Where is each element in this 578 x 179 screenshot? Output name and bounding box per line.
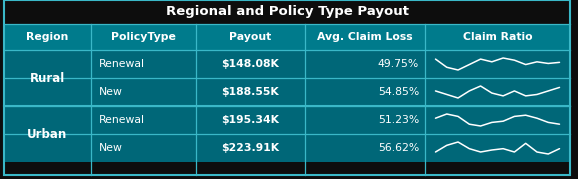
Text: $223.91K: $223.91K	[221, 143, 280, 153]
Text: New: New	[99, 87, 123, 97]
Text: 56.62%: 56.62%	[378, 143, 419, 153]
Text: 51.23%: 51.23%	[378, 115, 419, 125]
Text: PolicyType: PolicyType	[111, 32, 176, 42]
Text: Avg. Claim Loss: Avg. Claim Loss	[317, 32, 413, 42]
Text: Renewal: Renewal	[99, 59, 145, 69]
Text: Claim Ratio: Claim Ratio	[462, 32, 532, 42]
Bar	[4, 134, 570, 162]
Text: Regional and Policy Type Payout: Regional and Policy Type Payout	[165, 6, 409, 18]
Text: New: New	[99, 143, 123, 153]
Bar	[4, 24, 570, 50]
Bar	[4, 50, 570, 78]
Text: 54.85%: 54.85%	[378, 87, 419, 97]
Text: Rural: Rural	[30, 71, 65, 84]
Text: Region: Region	[27, 32, 69, 42]
Bar	[4, 78, 570, 106]
Text: Renewal: Renewal	[99, 115, 145, 125]
Text: Payout: Payout	[229, 32, 272, 42]
Bar	[4, 106, 570, 134]
Text: 49.75%: 49.75%	[378, 59, 419, 69]
Text: $188.55K: $188.55K	[221, 87, 279, 97]
Text: $195.34K: $195.34K	[221, 115, 280, 125]
Text: Urban: Urban	[27, 127, 68, 141]
Text: $148.08K: $148.08K	[221, 59, 279, 69]
